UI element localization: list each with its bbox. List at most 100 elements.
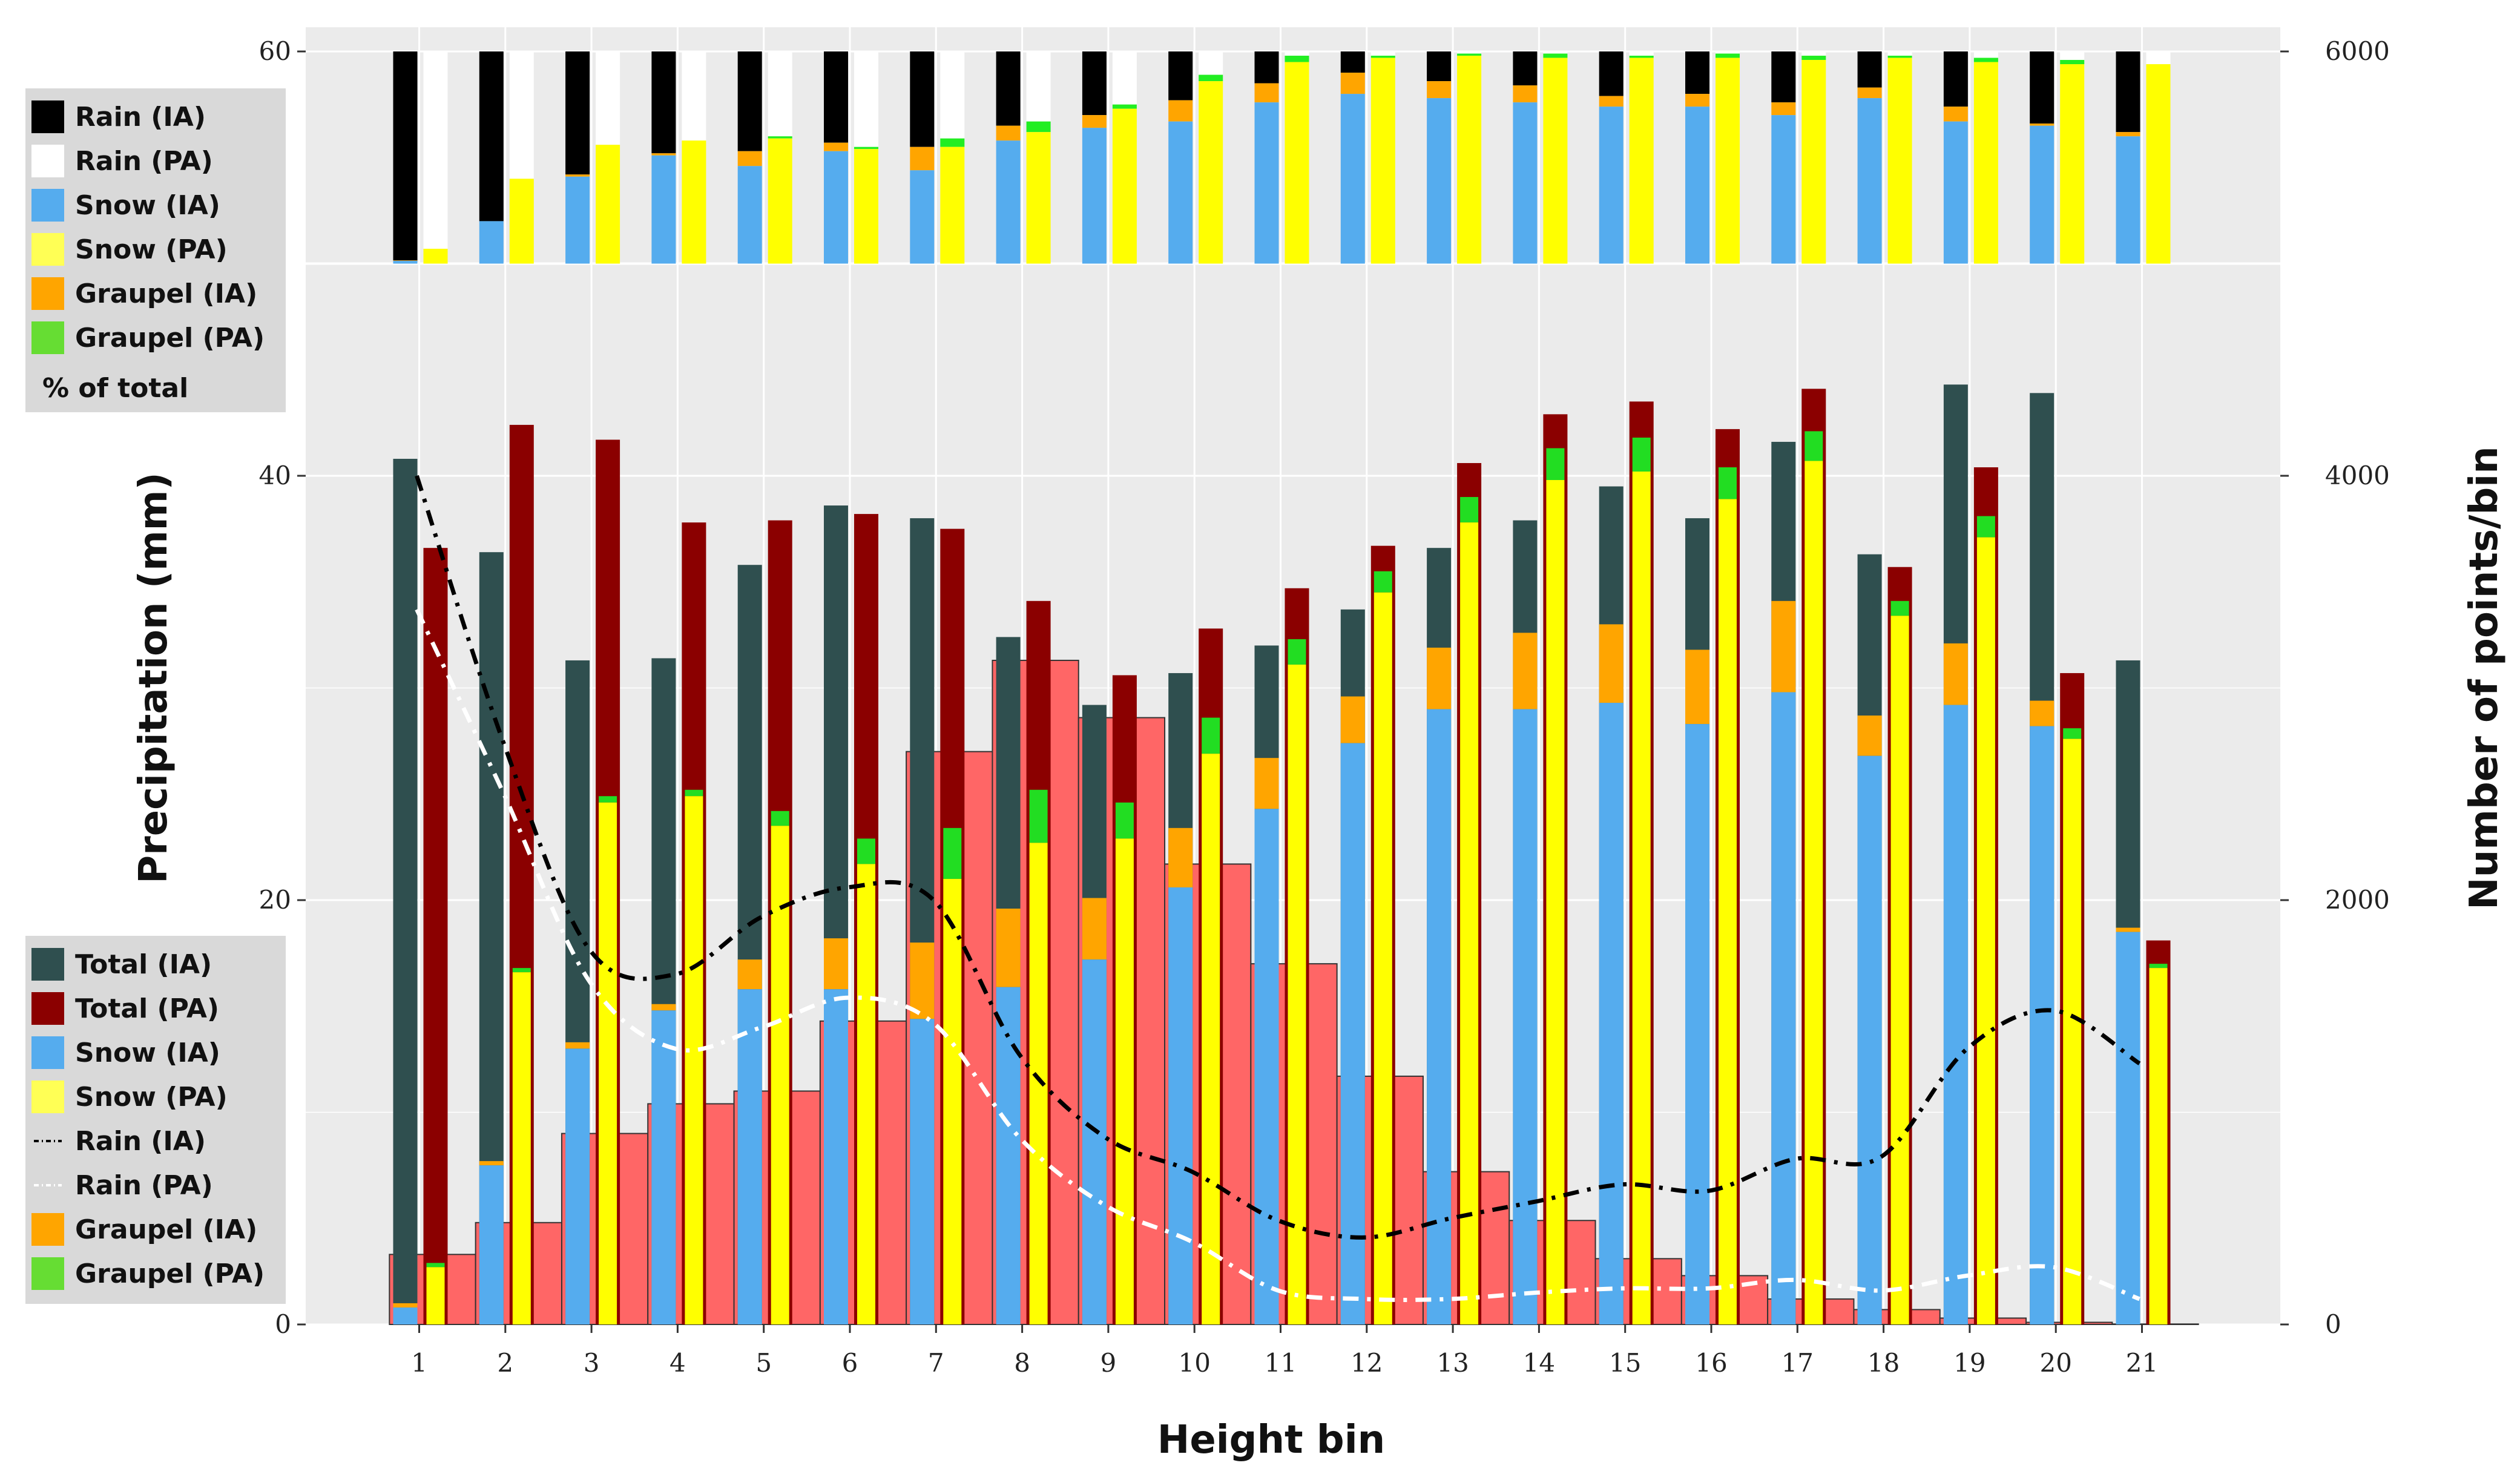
y2-axis-title: Number of points/bin — [2462, 446, 2507, 910]
pct-graupel-pa — [1457, 53, 1482, 56]
pct-graupel-pa — [768, 136, 792, 139]
pct-rain-pa — [1973, 51, 1998, 58]
bar-graupel-ia — [737, 959, 762, 990]
legend-swatch — [31, 100, 64, 133]
pct-rain-ia — [1943, 51, 1968, 107]
bar-graupel-pa — [1719, 467, 1737, 499]
pct-rain-pa — [1112, 51, 1137, 105]
pct-graupel-ia — [1427, 81, 1452, 99]
x-tick-label: 13 — [1436, 1348, 1469, 1378]
pct-graupel-ia — [996, 125, 1021, 141]
pct-rain-ia — [565, 51, 590, 175]
pct-graupel-ia — [1857, 87, 1882, 99]
pct-graupel-pa — [940, 138, 965, 147]
bar-graupel-ia — [1513, 633, 1538, 709]
pct-snow-ia — [824, 151, 848, 264]
pct-snow-pa — [1112, 108, 1137, 264]
x-tick-label: 11 — [1265, 1348, 1297, 1378]
y2-tick-label: 6000 — [2325, 36, 2390, 66]
pct-graupel-ia — [1513, 85, 1538, 103]
pct-snow-ia — [2030, 125, 2054, 264]
x-tick-label: 1 — [411, 1348, 427, 1378]
pct-rain-ia — [2030, 51, 2054, 124]
legend-swatch — [31, 1213, 64, 1246]
bar-graupel-ia — [1340, 696, 1365, 743]
pct-graupel-ia — [737, 151, 762, 166]
legend-label: Total (IA) — [75, 949, 212, 980]
pct-snow-pa — [940, 146, 965, 264]
bar-graupel-ia — [1254, 758, 1279, 809]
bar-snow-ia — [393, 1307, 418, 1324]
bar-snow-ia — [737, 989, 762, 1324]
y-tick-label: 0 — [275, 1309, 291, 1339]
x-tick-label: 2 — [497, 1348, 513, 1378]
legend-swatch — [31, 145, 64, 177]
bar-graupel-pa — [1976, 516, 1995, 538]
bar-snow-ia — [479, 1165, 504, 1324]
pct-rain-pa — [1629, 51, 1654, 56]
pct-rain-pa — [768, 51, 792, 137]
x-tick-label: 8 — [1014, 1348, 1030, 1378]
pct-snow-pa — [1887, 58, 1912, 264]
pct-graupel-ia — [2116, 132, 2140, 137]
precipitation-bars — [393, 384, 2171, 1325]
legend-bottom: Total (IA) Total (PA) Snow (IA) Snow (PA) Ra… — [25, 936, 286, 1304]
pct-rain-pa — [1716, 51, 1740, 54]
bar-graupel-pa — [2149, 964, 2168, 969]
pct-graupel-pa — [1285, 56, 1309, 62]
bar-snow-pa — [426, 1267, 445, 1324]
legend-swatch — [31, 189, 64, 222]
pct-snow-ia — [1685, 107, 1709, 264]
bar-graupel-pa — [1115, 802, 1134, 839]
x-tick-label: 10 — [1178, 1348, 1210, 1378]
pct-snow-pa — [1199, 81, 1223, 264]
bar-graupel-pa — [857, 838, 875, 864]
legend-label: Graupel (IA) — [75, 1214, 257, 1245]
x-axis-title: Height bin — [1157, 1418, 1385, 1462]
bar-graupel-ia — [1771, 600, 1796, 692]
x-tick-label: 7 — [928, 1348, 944, 1378]
pct-graupel-pa — [1716, 53, 1740, 58]
bar-snow-pa — [1976, 537, 1995, 1324]
pct-rain-pa — [2060, 51, 2085, 61]
bar-graupel-pa — [1288, 639, 1306, 665]
pct-graupel-pa — [854, 146, 878, 150]
pct-snow-ia — [479, 221, 504, 264]
pct-rain-ia — [651, 51, 676, 154]
bar-snow-pa — [771, 826, 789, 1324]
bar-graupel-pa — [1460, 497, 1479, 523]
bar-graupel-pa — [685, 789, 703, 797]
pct-rain-pa — [1199, 51, 1223, 75]
pct-snow-pa — [1629, 58, 1654, 264]
bar-snow-pa — [1288, 664, 1306, 1324]
bar-graupel-pa — [1373, 571, 1392, 593]
pct-snow-pa — [1543, 58, 1568, 264]
bar-snow-ia — [910, 1019, 935, 1324]
bar-snow-pa — [2149, 968, 2168, 1324]
pct-rain-pa — [1457, 51, 1482, 54]
bar-graupel-ia — [2116, 927, 2140, 932]
rain-lines — [415, 475, 2141, 1302]
pct-graupel-ia — [1254, 83, 1279, 103]
legend-label: Graupel (IA) — [75, 278, 257, 309]
pct-snow-ia — [393, 260, 418, 264]
bar-snow-pa — [1373, 592, 1392, 1324]
pct-graupel-ia — [1599, 96, 1624, 107]
pct-rain-pa — [2146, 51, 2171, 65]
legend-label: Snow (PA) — [75, 1082, 228, 1113]
legend-swatch — [31, 277, 64, 310]
pct-snow-ia — [1082, 128, 1107, 264]
bar-snow-ia — [996, 987, 1021, 1324]
bar-graupel-ia — [1857, 715, 1882, 756]
bar-snow-ia — [824, 989, 848, 1324]
bar-graupel-pa — [2063, 728, 2082, 739]
bar-snow-pa — [943, 878, 962, 1324]
pct-graupel-pa — [1026, 121, 1051, 133]
bar-snow-pa — [1202, 754, 1220, 1324]
bar-graupel-ia — [565, 1042, 590, 1049]
bar-graupel-pa — [599, 796, 617, 803]
pct-rain-ia — [996, 51, 1021, 126]
bar-snow-ia — [2030, 726, 2054, 1324]
x-tick-label: 9 — [1100, 1348, 1117, 1378]
pct-graupel-pa — [1370, 56, 1395, 58]
